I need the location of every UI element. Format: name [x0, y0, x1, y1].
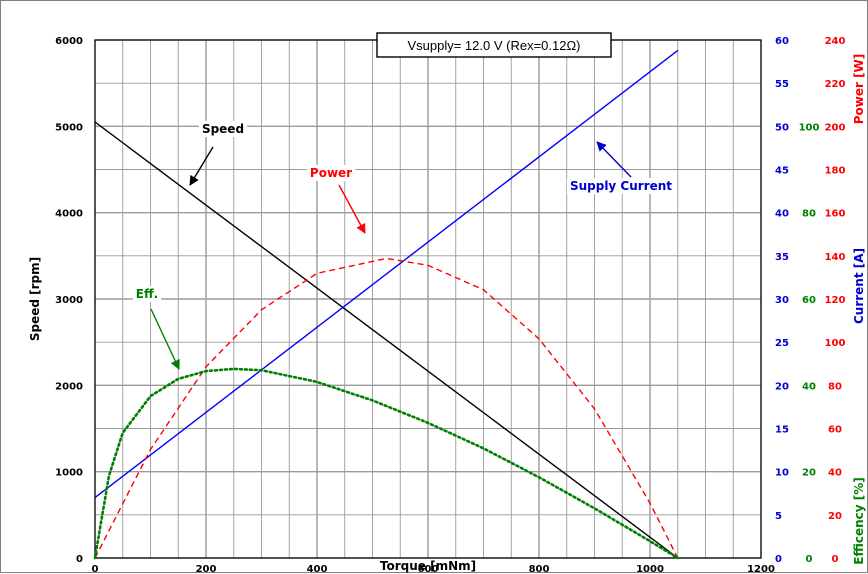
current-tick-label: 20 [775, 381, 789, 392]
current-tick-label: 15 [775, 425, 789, 436]
speed-tick-label: 1000 [55, 468, 83, 479]
series-line-eff [93, 367, 680, 560]
series-line-supply-current [94, 49, 679, 499]
x-tick-label: 0 [92, 564, 99, 574]
annotation-label-power: Power [310, 166, 352, 180]
annotation-label-background [566, 178, 676, 194]
current-tick-label: 0 [775, 554, 782, 565]
speed-tick-label: 3000 [55, 295, 83, 306]
x-tick-label: 600 [418, 564, 439, 574]
power-tick-label: 80 [828, 381, 842, 392]
power-tick-label: 180 [825, 166, 846, 177]
current-tick-label: 25 [775, 338, 789, 349]
speed-tick-label: 0 [76, 554, 83, 565]
power-tick-label: 100 [825, 338, 846, 349]
power-tick-label: 140 [825, 252, 846, 263]
x-axis-title: Torque [mNm] [380, 559, 476, 573]
current-axis-title: Current [A] [852, 248, 866, 324]
current-tick-label: 45 [775, 166, 789, 177]
power-tick-label: 120 [825, 295, 846, 306]
power-tick-label: 160 [825, 209, 846, 220]
series-line-power [94, 257, 679, 559]
current-tick-label: 35 [775, 252, 789, 263]
annotation-label-background [132, 286, 162, 302]
annotation-label-speed: Speed [202, 122, 244, 136]
current-tick-label: 40 [775, 209, 789, 220]
current-tick-label: 50 [775, 122, 789, 133]
efficiency-tick-label: 0 [806, 554, 813, 565]
current-tick-label: 55 [775, 79, 789, 90]
efficiency-tick-label: 80 [802, 209, 816, 220]
annotation-label-supply-current: Supply Current [570, 179, 672, 193]
speed-axis-title: Speed [rpm] [28, 257, 42, 341]
speed-tick-label: 4000 [55, 209, 83, 220]
annotation-arrow-speed [189, 146, 214, 186]
efficiency-tick-label: 40 [802, 381, 816, 392]
power-tick-label: 20 [828, 511, 842, 522]
title-box-text: Vsupply= 12.0 V (Rex=0.12Ω) [407, 38, 580, 53]
current-tick-label: 10 [775, 468, 789, 479]
series-line-speed [94, 121, 679, 559]
title-box [376, 32, 612, 58]
annotation-label-background [198, 121, 248, 137]
annotation-arrow-eff [150, 308, 180, 370]
speed-tick-label: 2000 [55, 381, 83, 392]
annotation-label-eff: Eff. [136, 287, 158, 301]
speed-tick-label: 6000 [55, 36, 83, 47]
current-tick-label: 5 [775, 511, 782, 522]
power-tick-label: 220 [825, 79, 846, 90]
x-tick-label: 200 [196, 564, 217, 574]
power-tick-label: 40 [828, 468, 842, 479]
power-tick-label: 60 [828, 425, 842, 436]
efficiency-tick-label: 20 [802, 468, 816, 479]
x-tick-label: 400 [307, 564, 328, 574]
power-tick-label: 200 [825, 122, 846, 133]
annotation-label-background [306, 165, 356, 181]
efficiency-tick-label: 60 [802, 295, 816, 306]
power-tick-label: 0 [832, 554, 839, 565]
current-tick-label: 60 [775, 36, 789, 47]
power-tick-label: 240 [825, 36, 846, 47]
x-tick-label: 1200 [747, 564, 775, 574]
x-tick-label: 800 [529, 564, 550, 574]
efficiency-axis-title: Efficency [%] [852, 477, 866, 564]
annotation-arrow-supply-current [596, 141, 632, 178]
power-axis-title: Power [W] [852, 54, 866, 125]
efficiency-tick-label: 100 [799, 122, 820, 133]
annotation-arrow-power [338, 184, 366, 234]
current-tick-label: 30 [775, 295, 789, 306]
x-tick-label: 1000 [636, 564, 664, 574]
speed-tick-label: 5000 [55, 122, 83, 133]
